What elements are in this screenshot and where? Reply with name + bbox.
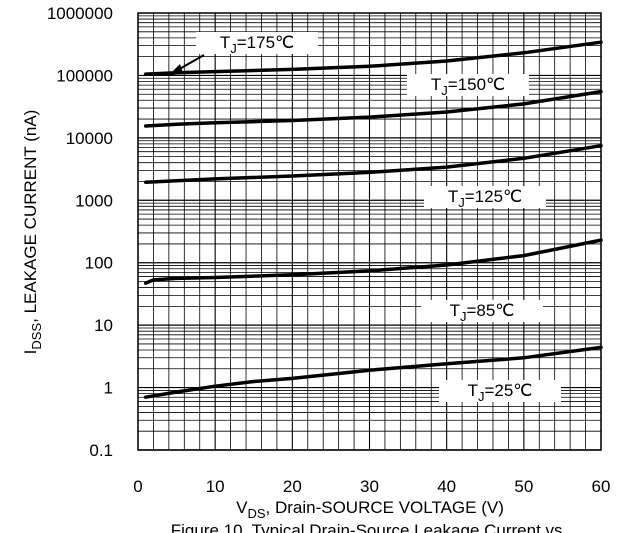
x-axis-title-sub: DS bbox=[247, 506, 265, 521]
y-axis-title: IDSS, LEAKAGE CURRENT (nA) bbox=[21, 110, 44, 355]
series-label-main: T bbox=[468, 381, 478, 400]
series-label-sub: J bbox=[460, 309, 467, 324]
y-tick-label: 10000 bbox=[66, 129, 113, 148]
series-label-sub: J bbox=[478, 389, 485, 404]
series-label: TJ=25℃ bbox=[468, 381, 533, 404]
x-tick-label: 40 bbox=[437, 477, 456, 496]
x-tick-labels: 0 10 20 30 40 50 60 bbox=[133, 477, 610, 496]
series-line bbox=[143, 143, 603, 184]
series-label-main: T bbox=[450, 301, 460, 320]
x-tick-label: 10 bbox=[206, 477, 225, 496]
y-tick-labels: 0.1 1 10 100 1000 10000 100000 1000000 bbox=[47, 4, 113, 460]
y-tick-label: 1000000 bbox=[47, 4, 113, 23]
series-line bbox=[143, 40, 603, 76]
x-tick-label: 20 bbox=[283, 477, 302, 496]
series-label-sub: J bbox=[458, 195, 465, 210]
series-line bbox=[143, 345, 603, 399]
y-tick-label: 1000 bbox=[75, 191, 113, 210]
x-axis-title-main: V bbox=[236, 498, 248, 517]
series-line bbox=[143, 89, 603, 128]
series-labels: TJ=175℃TJ=150℃TJ=125℃TJ=85℃TJ=25℃ bbox=[168, 32, 561, 404]
series-label-main: T bbox=[220, 33, 230, 52]
series-label-background bbox=[439, 380, 561, 402]
x-tick-label: 0 bbox=[133, 477, 142, 496]
y-tick-label: 100 bbox=[85, 254, 113, 273]
series-label-sub: J bbox=[230, 41, 237, 56]
series-label-rest: =25℃ bbox=[484, 381, 532, 400]
y-tick-label: 100000 bbox=[56, 66, 113, 85]
x-tick-label: 30 bbox=[360, 477, 379, 496]
plot-frame bbox=[137, 12, 602, 451]
series-label: TJ=175℃ bbox=[220, 33, 294, 56]
figure-caption: Figure 10. Typical Drain-Source Leakage … bbox=[171, 521, 568, 533]
y-axis-title-main: I bbox=[21, 350, 40, 355]
y-tick-label: 0.1 bbox=[89, 441, 113, 460]
x-tick-label: 50 bbox=[514, 477, 533, 496]
x-tick-label: 60 bbox=[592, 477, 611, 496]
series-label-main: T bbox=[448, 187, 458, 206]
series-label-rest: =125℃ bbox=[465, 187, 522, 206]
series-label-background bbox=[421, 300, 543, 322]
x-axis-title-rest: , Drain-SOURCE VOLTAGE (V) bbox=[266, 498, 504, 517]
series-label-background bbox=[424, 186, 546, 208]
y-tick-label: 10 bbox=[94, 316, 113, 335]
series-label: TJ=85℃ bbox=[450, 301, 515, 324]
series-label-rest: =150℃ bbox=[448, 75, 505, 94]
y-axis-title-sub: DSS bbox=[29, 323, 44, 350]
annotation-arrowhead bbox=[168, 64, 183, 76]
series-label-sub: J bbox=[441, 83, 448, 98]
series-label: TJ=125℃ bbox=[448, 187, 522, 210]
series-label-rest: =175℃ bbox=[237, 33, 294, 52]
series-lines bbox=[143, 40, 603, 399]
series-label-background bbox=[407, 74, 529, 96]
series-line bbox=[143, 238, 603, 285]
series-label: TJ=150℃ bbox=[431, 75, 505, 98]
y-tick-label: 1 bbox=[104, 379, 113, 398]
series-label-main: T bbox=[431, 75, 441, 94]
y-axis-title-rest: , LEAKAGE CURRENT (nA) bbox=[21, 110, 40, 323]
x-axis-title: VDS, Drain-SOURCE VOLTAGE (V) bbox=[236, 498, 504, 521]
series-label-rest: =85℃ bbox=[466, 301, 514, 320]
series-label-background bbox=[196, 32, 318, 54]
